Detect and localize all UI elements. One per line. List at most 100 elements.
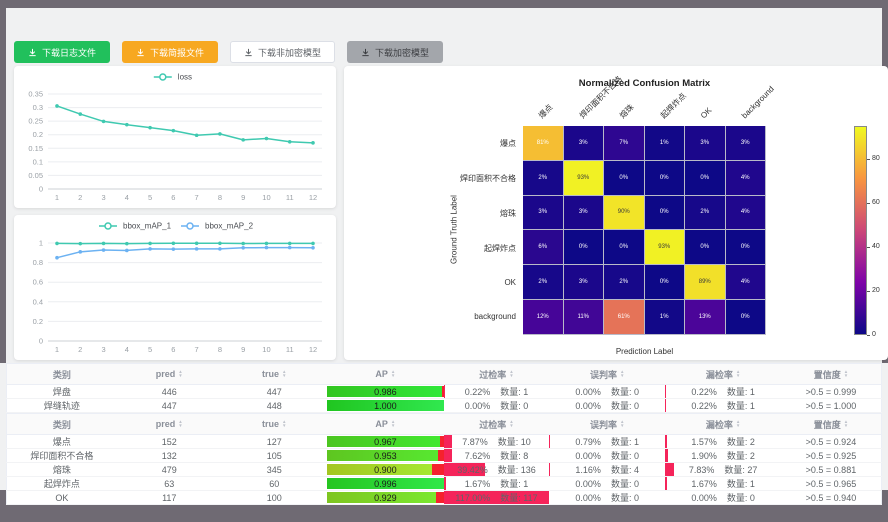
column-header-conf[interactable]: 置信度 ▲ ▼ bbox=[780, 363, 882, 385]
download-unencrypted-model-button[interactable]: 下载非加密模型 bbox=[230, 41, 336, 63]
sort-caret-icon[interactable]: ▲ ▼ bbox=[390, 369, 396, 378]
cell-mis: 0.79% 数量: 1 bbox=[549, 434, 666, 449]
mis-rate-bar bbox=[549, 435, 550, 448]
download-log-button[interactable]: 下载日志文件 bbox=[14, 41, 111, 63]
confusion-matrix-card: Normalized Confusion Matrix 81% 3% 7% 1% 3% 3… bbox=[344, 66, 888, 360]
legend-item-bbox_mAP_2[interactable]: bbox_mAP_2 bbox=[181, 222, 254, 231]
y-tick-label: 0.1 bbox=[33, 157, 43, 166]
y-tick-label: 0.35 bbox=[28, 90, 43, 99]
legend-marker-icon bbox=[186, 222, 194, 230]
data-point bbox=[125, 241, 129, 246]
cell-true: 448 bbox=[221, 398, 327, 413]
cm-colorbar-tickmark bbox=[867, 246, 870, 248]
data-point bbox=[101, 241, 106, 246]
sort-caret-icon[interactable]: ▲ ▼ bbox=[282, 419, 287, 428]
data-point bbox=[287, 241, 292, 246]
cm-cell: 3% bbox=[563, 265, 604, 300]
over-rate-bar bbox=[444, 435, 453, 448]
x-tick-label: 11 bbox=[286, 345, 294, 354]
sort-caret-icon[interactable]: ▲ ▼ bbox=[390, 419, 396, 428]
ap-complement-bar bbox=[440, 436, 444, 447]
button-label: 下载加密模型 bbox=[375, 47, 430, 58]
sort-caret-icon[interactable]: ▲ ▼ bbox=[509, 419, 514, 428]
toolbar: 下载日志文件 下载简报文件 下载非加密模型 下载加密模型 bbox=[14, 41, 444, 63]
legend-item-loss[interactable]: loss bbox=[153, 73, 192, 82]
download-icon bbox=[362, 48, 369, 56]
column-header-pred[interactable]: pred ▲ ▼ bbox=[116, 363, 222, 385]
sort-caret-icon[interactable]: ▲ ▼ bbox=[619, 419, 625, 428]
sort-caret-icon[interactable]: ▲ ▼ bbox=[282, 369, 287, 378]
metrics-table-1: 类别 pred ▲ ▼ true ▲ ▼ AP ▲ ▼ 过检率 ▲ ▼ 误判率 ▲ ▼ 漏检率 ▲ ▼ 置信度 ▲ ▼ 焊盘… bbox=[6, 363, 882, 413]
series-line-bbox_mAP_2 bbox=[56, 246, 314, 259]
cell-category: 起焊炸点 bbox=[6, 476, 117, 491]
y-tick-label: 0.3 bbox=[33, 103, 43, 112]
cm-cell: 1% bbox=[644, 126, 685, 161]
sort-caret-icon[interactable]: ▲ ▼ bbox=[843, 369, 849, 378]
x-tick-label: 12 bbox=[309, 193, 317, 202]
cm-y-axis-label: Ground Truth Label bbox=[449, 195, 459, 265]
cm-cell: 3% bbox=[523, 195, 564, 231]
cell-pred: 479 bbox=[116, 462, 222, 477]
cell-true: 127 bbox=[221, 434, 327, 449]
legend-marker-icon bbox=[159, 73, 167, 81]
ap-bar bbox=[326, 492, 436, 503]
mis-rate-value: 0.00% 数量: 0 bbox=[575, 450, 639, 462]
cell-pred: 447 bbox=[116, 398, 222, 413]
ap-bar bbox=[326, 450, 439, 461]
column-header-label: AP bbox=[375, 369, 388, 379]
miss-rate-bar bbox=[665, 463, 675, 476]
column-header-pred[interactable]: pred ▲ ▼ bbox=[116, 413, 222, 435]
sort-caret-icon[interactable]: ▲ ▼ bbox=[509, 369, 514, 378]
column-header-miss[interactable]: 漏检率 ▲ ▼ bbox=[665, 413, 781, 435]
miss-rate-value: 0.22% 数量: 1 bbox=[691, 386, 755, 398]
sort-caret-icon[interactable]: ▲ ▼ bbox=[735, 419, 741, 428]
sort-caret-icon[interactable]: ▲ ▼ bbox=[178, 369, 183, 378]
cell-ap: 0.929 bbox=[326, 490, 444, 505]
column-header-mis[interactable]: 误判率 ▲ ▼ bbox=[549, 413, 666, 435]
ap-bar bbox=[326, 436, 441, 447]
column-header-over[interactable]: 过检率 ▲ ▼ bbox=[444, 413, 549, 435]
y-tick-label: 0.2 bbox=[33, 130, 43, 139]
cm-colorbar-tick: 40 bbox=[872, 242, 880, 250]
sort-caret-icon[interactable]: ▲ ▼ bbox=[178, 419, 183, 428]
sort-caret-icon[interactable]: ▲ ▼ bbox=[843, 419, 849, 428]
cm-row-label: 熔珠 bbox=[500, 209, 516, 218]
column-header-label: pred bbox=[155, 419, 176, 429]
cm-cell: 0% bbox=[604, 230, 645, 266]
column-header-label: true bbox=[262, 369, 280, 379]
column-header-ap[interactable]: AP ▲ ▼ bbox=[326, 413, 444, 435]
cm-cell: 11% bbox=[563, 300, 604, 335]
data-point bbox=[171, 247, 176, 251]
table-row: 焊缝轨迹 447 448 1.000 0.00% 数量: 0 0.00% 数量: 0 0.22%… bbox=[6, 398, 882, 413]
column-header-true[interactable]: true ▲ ▼ bbox=[221, 413, 327, 435]
x-tick-label: 10 bbox=[262, 193, 270, 202]
cell-ap: 0.986 bbox=[326, 384, 444, 399]
mis-rate-value: 0.79% 数量: 1 bbox=[575, 436, 639, 448]
legend-item-bbox_mAP_1[interactable]: bbox_mAP_1 bbox=[99, 222, 172, 231]
column-header-over[interactable]: 过检率 ▲ ▼ bbox=[444, 363, 549, 385]
cell-mis: 0.00% 数量: 0 bbox=[549, 384, 666, 399]
miss-rate-value: 1.90% 数量: 2 bbox=[691, 450, 755, 462]
column-header-miss[interactable]: 漏检率 ▲ ▼ bbox=[665, 363, 781, 385]
sort-caret-icon[interactable]: ▲ ▼ bbox=[735, 369, 741, 378]
column-header-mis[interactable]: 误判率 ▲ ▼ bbox=[549, 363, 666, 385]
y-tick-label: 0.2 bbox=[33, 317, 43, 326]
column-header-ap[interactable]: AP ▲ ▼ bbox=[326, 363, 444, 385]
sort-caret-icon[interactable]: ▲ ▼ bbox=[619, 369, 625, 378]
miss-rate-value: 0.00% 数量: 0 bbox=[691, 492, 755, 504]
cell-pred: 117 bbox=[116, 490, 222, 505]
download-report-button[interactable]: 下载简报文件 bbox=[122, 41, 219, 63]
cm-colorbar bbox=[854, 126, 867, 335]
cell-over: 7.87% 数量: 10 bbox=[444, 434, 549, 449]
over-rate-value: 1.67% 数量: 1 bbox=[464, 478, 529, 490]
cell-over: 1.67% 数量: 1 bbox=[444, 476, 549, 491]
download-encrypted-model-button[interactable]: 下载加密模型 bbox=[347, 41, 444, 63]
cell-miss: 1.57% 数量: 2 bbox=[665, 434, 781, 449]
cell-confidence: >0.5 = 1.000 bbox=[780, 398, 882, 413]
cm-cell: 93% bbox=[563, 160, 604, 196]
column-header-conf[interactable]: 置信度 ▲ ▼ bbox=[780, 413, 882, 435]
column-header-true[interactable]: true ▲ ▼ bbox=[221, 363, 327, 385]
download-icon bbox=[137, 48, 144, 56]
